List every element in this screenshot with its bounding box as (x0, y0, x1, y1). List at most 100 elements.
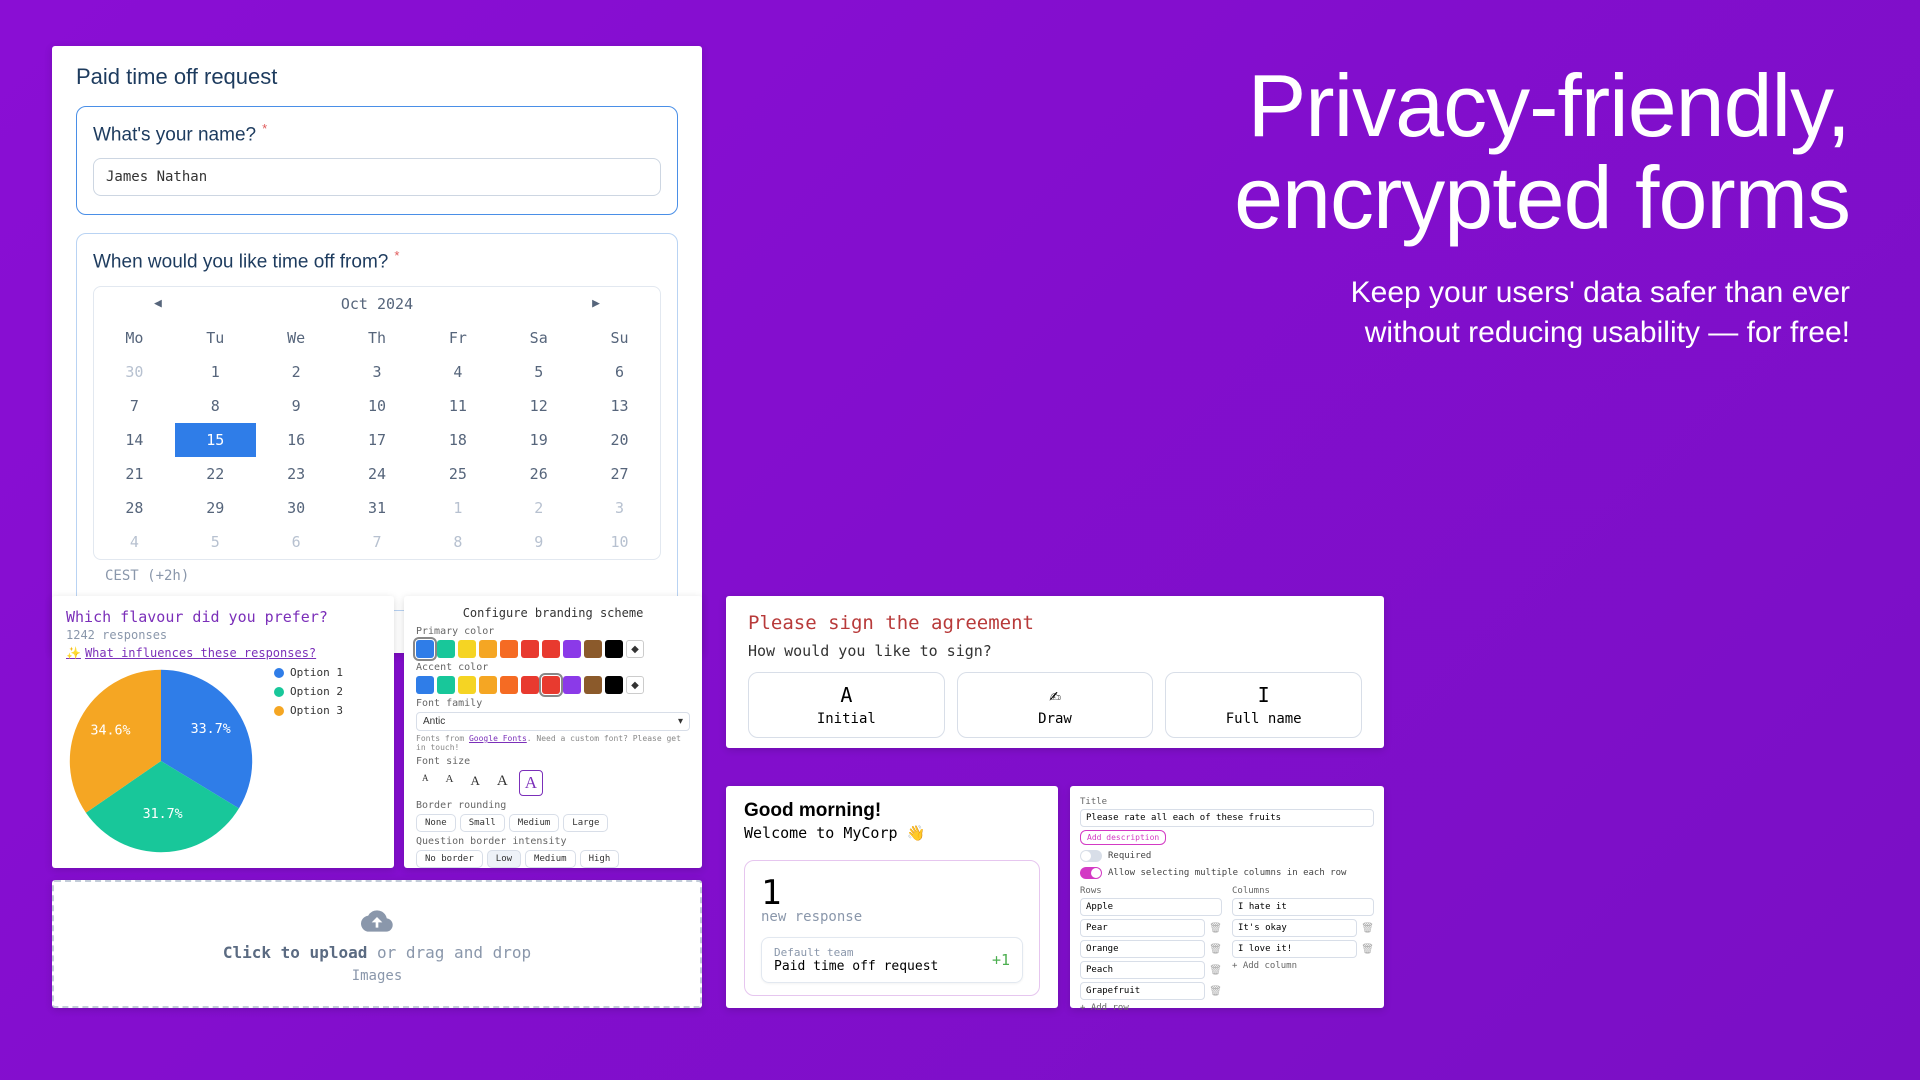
calendar-day[interactable]: 27 (579, 457, 660, 491)
color-swatch[interactable] (416, 640, 434, 658)
color-swatch[interactable] (458, 676, 476, 694)
calendar-day[interactable]: 2 (256, 355, 337, 389)
calendar-day[interactable]: 8 (175, 389, 256, 423)
calendar-day[interactable]: 1 (417, 491, 498, 525)
color-swatch[interactable] (584, 640, 602, 658)
calendar-day[interactable]: 9 (256, 389, 337, 423)
calendar-day[interactable]: 7 (94, 389, 175, 423)
color-swatch[interactable] (563, 640, 581, 658)
calendar-day[interactable]: 21 (94, 457, 175, 491)
calendar-day[interactable]: 31 (337, 491, 418, 525)
font-select[interactable]: Antic▾ (416, 712, 690, 731)
grid-item-input[interactable] (1232, 898, 1374, 916)
calendar-day[interactable]: 30 (94, 355, 175, 389)
primary-swatches[interactable]: ◆ (416, 640, 690, 658)
calendar-day[interactable]: 23 (256, 457, 337, 491)
calendar-day[interactable]: 14 (94, 423, 175, 457)
influences-link[interactable]: ✨What influences these responses? (66, 646, 380, 660)
add-description-button[interactable]: Add description (1080, 830, 1166, 845)
calendar-day[interactable]: 22 (175, 457, 256, 491)
calendar-day[interactable]: 15 (175, 423, 256, 457)
prev-month-icon[interactable]: ◀ (154, 296, 162, 311)
delete-icon[interactable]: 🗑 (1209, 923, 1222, 934)
calendar-day[interactable]: 6 (256, 525, 337, 559)
color-swatch[interactable] (479, 676, 497, 694)
calendar-day[interactable]: 24 (337, 457, 418, 491)
grid-item-input[interactable] (1080, 961, 1205, 979)
sign-option[interactable]: ✍Draw (957, 672, 1154, 738)
color-swatch[interactable] (500, 676, 518, 694)
delete-icon[interactable]: 🗑 (1209, 944, 1222, 955)
calendar-day[interactable]: 28 (94, 491, 175, 525)
color-picker-icon[interactable]: ◆ (626, 676, 644, 694)
calendar-day[interactable]: 12 (498, 389, 579, 423)
calendar-day[interactable]: 25 (417, 457, 498, 491)
grid-title-input[interactable] (1080, 809, 1374, 827)
calendar-day[interactable]: 4 (94, 525, 175, 559)
calendar-day[interactable]: 16 (256, 423, 337, 457)
response-item[interactable]: Default team Paid time off request +1 (761, 937, 1023, 983)
calendar-day[interactable]: 7 (337, 525, 418, 559)
calendar-day[interactable]: 10 (579, 525, 660, 559)
grid-item-input[interactable] (1080, 982, 1205, 1000)
calendar-day[interactable]: 2 (498, 491, 579, 525)
calendar-day[interactable]: 26 (498, 457, 579, 491)
calendar-day[interactable]: 17 (337, 423, 418, 457)
color-swatch[interactable] (479, 640, 497, 658)
color-swatch[interactable] (542, 676, 560, 694)
calendar-day[interactable]: 10 (337, 389, 418, 423)
font-size-options[interactable]: AAAAA (416, 770, 690, 796)
intensity-options[interactable]: No borderLowMediumHigh (416, 850, 690, 868)
color-swatch[interactable] (542, 640, 560, 658)
calendar-day[interactable]: 30 (256, 491, 337, 525)
color-swatch[interactable] (521, 640, 539, 658)
color-swatch[interactable] (563, 676, 581, 694)
color-swatch[interactable] (584, 676, 602, 694)
delete-icon[interactable]: 🗑 (1209, 986, 1222, 997)
calendar-day[interactable]: 3 (337, 355, 418, 389)
calendar-day[interactable]: 4 (417, 355, 498, 389)
add-column-button[interactable]: + Add column (1232, 961, 1374, 971)
grid-item-input[interactable] (1080, 898, 1222, 916)
name-input[interactable] (93, 158, 661, 196)
delete-icon[interactable]: 🗑 (1361, 923, 1374, 934)
color-swatch[interactable] (437, 676, 455, 694)
calendar-day[interactable]: 18 (417, 423, 498, 457)
calendar-day[interactable]: 1 (175, 355, 256, 389)
calendar-day[interactable]: 5 (175, 525, 256, 559)
sign-option[interactable]: AInitial (748, 672, 945, 738)
color-swatch[interactable] (500, 640, 518, 658)
required-toggle[interactable] (1080, 850, 1102, 862)
calendar-day[interactable]: 3 (579, 491, 660, 525)
next-month-icon[interactable]: ▶ (592, 296, 600, 311)
upload-dropzone[interactable]: Click to upload or drag and drop Images (52, 880, 702, 1008)
google-fonts-link[interactable]: Google Fonts (469, 734, 527, 743)
color-swatch[interactable] (416, 676, 434, 694)
sign-option[interactable]: 𝙸Full name (1165, 672, 1362, 738)
grid-item-input[interactable] (1080, 919, 1205, 937)
grid-item-input[interactable] (1232, 940, 1357, 958)
color-picker-icon[interactable]: ◆ (626, 640, 644, 658)
grid-item-input[interactable] (1232, 919, 1357, 937)
color-swatch[interactable] (605, 640, 623, 658)
calendar-day[interactable]: 5 (498, 355, 579, 389)
calendar-day[interactable]: 9 (498, 525, 579, 559)
rounding-options[interactable]: NoneSmallMediumLarge (416, 814, 690, 832)
grid-item-input[interactable] (1080, 940, 1205, 958)
delete-icon[interactable]: 🗑 (1209, 965, 1222, 976)
calendar-day[interactable]: 19 (498, 423, 579, 457)
calendar-day[interactable]: 20 (579, 423, 660, 457)
color-swatch[interactable] (458, 640, 476, 658)
calendar-day[interactable]: 8 (417, 525, 498, 559)
color-swatch[interactable] (605, 676, 623, 694)
calendar-day[interactable]: 29 (175, 491, 256, 525)
color-swatch[interactable] (521, 676, 539, 694)
calendar-day[interactable]: 13 (579, 389, 660, 423)
accent-swatches[interactable]: ◆ (416, 676, 690, 694)
multi-toggle[interactable] (1080, 867, 1102, 879)
add-row-button[interactable]: + Add row (1080, 1003, 1222, 1013)
color-swatch[interactable] (437, 640, 455, 658)
calendar-day[interactable]: 6 (579, 355, 660, 389)
calendar-day[interactable]: 11 (417, 389, 498, 423)
delete-icon[interactable]: 🗑 (1361, 944, 1374, 955)
